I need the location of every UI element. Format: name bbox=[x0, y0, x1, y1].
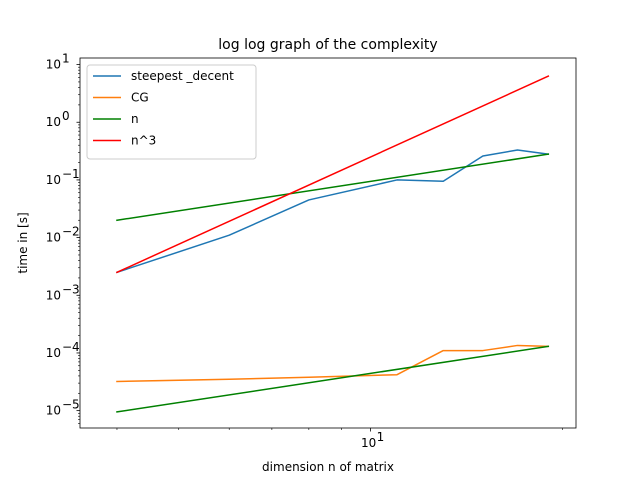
x-tick-exponent: 1 bbox=[377, 430, 385, 444]
legend-label: CG bbox=[131, 91, 149, 105]
series-line-4 bbox=[115, 75, 550, 274]
legend-label: n^3 bbox=[131, 134, 156, 148]
series-line-1 bbox=[116, 344, 550, 383]
y-tick-exponent: 0 bbox=[62, 109, 70, 123]
legend-box bbox=[86, 64, 257, 160]
y-tick-exponent: −2 bbox=[62, 225, 80, 239]
x-tick-label: 10 bbox=[361, 436, 376, 450]
legend-label: n bbox=[131, 112, 139, 126]
y-tick-exponent: 1 bbox=[62, 52, 70, 66]
series-line-2 bbox=[116, 153, 550, 222]
y-tick-label: 10 bbox=[46, 173, 61, 187]
y-tick-label: 10 bbox=[46, 231, 61, 245]
y-tick-label: 10 bbox=[46, 58, 61, 72]
chart-title: log log graph of the complexity bbox=[218, 37, 437, 53]
y-axis-label: time in [s] bbox=[16, 212, 30, 273]
y-tick-label: 10 bbox=[46, 404, 61, 418]
y-tick-exponent: −4 bbox=[62, 340, 80, 354]
series-line-0 bbox=[116, 149, 550, 274]
y-tick-exponent: −1 bbox=[62, 167, 80, 181]
y-tick-exponent: −3 bbox=[62, 282, 80, 296]
legend-label: steepest _decent bbox=[131, 69, 234, 83]
y-tick-label: 10 bbox=[46, 288, 61, 302]
x-axis-label: dimension n of matrix bbox=[262, 460, 394, 474]
y-tick-label: 10 bbox=[46, 115, 61, 129]
y-tick-label: 10 bbox=[46, 346, 61, 360]
series-line-3 bbox=[116, 345, 550, 413]
legend: steepest _decent CG n n^3 bbox=[86, 64, 257, 160]
y-tick-exponent: −5 bbox=[62, 398, 80, 412]
